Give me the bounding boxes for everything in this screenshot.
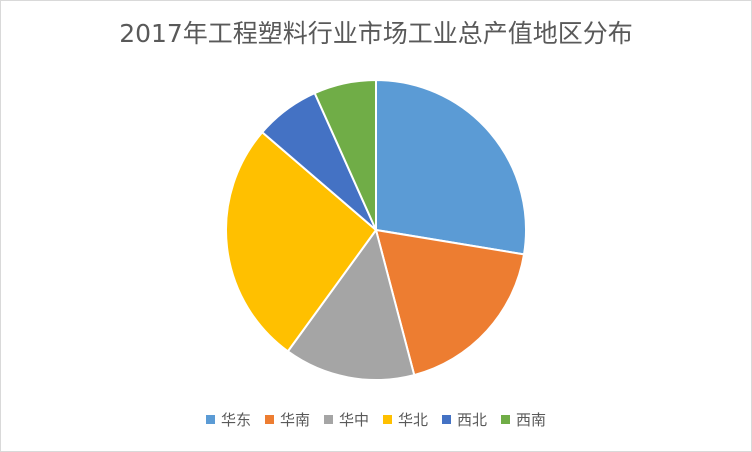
legend-item: 华中: [323, 409, 369, 430]
legend-item: 华南: [264, 409, 310, 430]
legend-item: 西北: [442, 409, 487, 430]
legend-swatch: [264, 415, 274, 424]
pie-slice-6: [313, 78, 377, 231]
legend-item: 西南: [501, 409, 546, 430]
legend: 华东 华南 华中 华北 西北 西南: [0, 409, 752, 430]
pie-slice-3: [286, 227, 416, 381]
pie-slice-2: [374, 228, 526, 377]
legend-item: 华北: [383, 409, 428, 430]
legend-swatch: [442, 415, 452, 424]
legend-swatch: [383, 415, 392, 424]
pie-slice-1: [375, 78, 527, 256]
chart-title: 2017年工程塑料行业市场工业总产值地区分布: [119, 19, 633, 48]
legend-label: 华中: [338, 411, 369, 429]
pie-slice-4: [225, 130, 378, 353]
legend-swatch: [205, 415, 215, 424]
legend-label: 西北: [457, 411, 488, 429]
legend-item: 华东: [205, 409, 251, 430]
legend-swatch: [501, 415, 511, 424]
legend-label: 华北: [398, 411, 429, 429]
legend-swatch: [323, 415, 333, 424]
legend-label: 华东: [220, 411, 251, 429]
legend-label: 西南: [516, 411, 547, 429]
legend-label: 华南: [279, 411, 310, 429]
